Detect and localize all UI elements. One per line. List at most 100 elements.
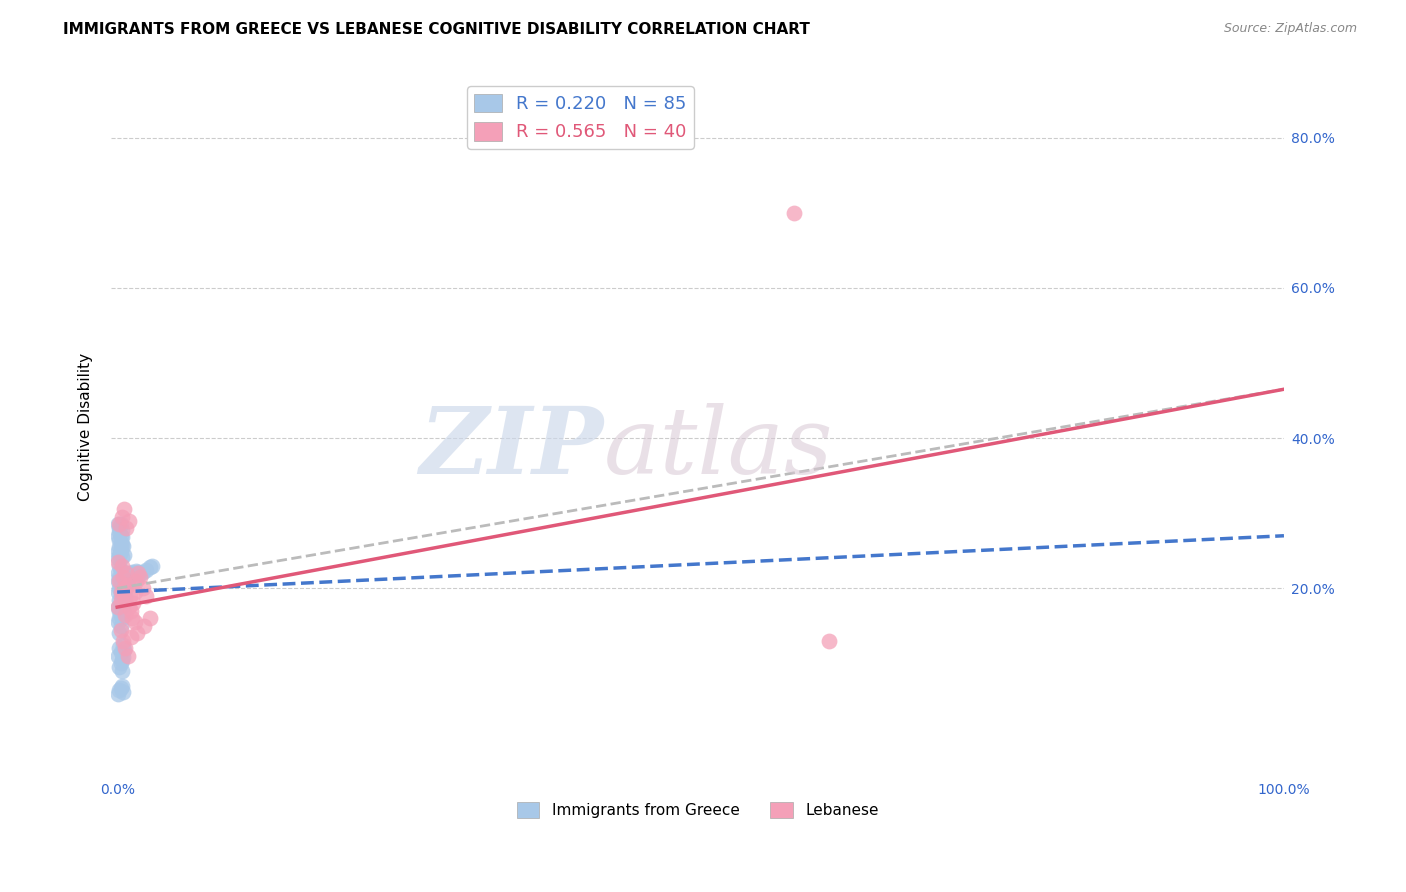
Point	[120, 604, 142, 618]
Point	[122, 596, 145, 610]
Point	[132, 565, 155, 579]
Point	[124, 615, 146, 629]
Point	[111, 653, 134, 667]
Point	[110, 645, 132, 659]
Point	[111, 585, 134, 599]
Point	[107, 600, 129, 615]
Point	[107, 585, 129, 599]
Point	[112, 582, 135, 596]
Point	[111, 538, 134, 552]
Point	[118, 600, 141, 615]
Point	[111, 589, 134, 603]
Point	[135, 589, 157, 603]
Point	[114, 607, 136, 622]
Point	[110, 563, 132, 577]
Point	[110, 657, 132, 671]
Point	[112, 643, 135, 657]
Point	[108, 521, 131, 535]
Point	[114, 577, 136, 591]
Point	[111, 611, 134, 625]
Point	[111, 510, 134, 524]
Point	[111, 530, 134, 544]
Point	[818, 634, 841, 648]
Point	[111, 604, 134, 618]
Point	[111, 600, 134, 615]
Point	[117, 574, 139, 588]
Point	[111, 570, 134, 584]
Point	[110, 585, 132, 599]
Point	[108, 604, 131, 618]
Point	[112, 549, 135, 563]
Point	[107, 574, 129, 588]
Point	[112, 502, 135, 516]
Text: atlas: atlas	[603, 403, 834, 492]
Point	[108, 626, 131, 640]
Point	[139, 611, 162, 625]
Point	[111, 577, 134, 591]
Point	[124, 585, 146, 599]
Point	[125, 566, 148, 581]
Point	[111, 679, 134, 693]
Point	[114, 589, 136, 603]
Point	[110, 623, 132, 637]
Point	[107, 529, 129, 543]
Point	[118, 566, 141, 581]
Point	[107, 543, 129, 558]
Point	[118, 589, 141, 603]
Point	[110, 607, 132, 622]
Point	[107, 555, 129, 569]
Point	[110, 592, 132, 607]
Point	[114, 592, 136, 607]
Point	[108, 533, 131, 547]
Point	[111, 685, 134, 699]
Point	[118, 514, 141, 528]
Point	[111, 570, 134, 584]
Point	[129, 566, 152, 581]
Point	[120, 630, 142, 644]
Legend: Immigrants from Greece, Lebanese: Immigrants from Greece, Lebanese	[510, 797, 884, 824]
Point	[110, 536, 132, 550]
Point	[118, 570, 141, 584]
Point	[108, 524, 131, 539]
Point	[108, 682, 131, 697]
Point	[112, 596, 135, 610]
Point	[110, 596, 132, 610]
Point	[110, 529, 132, 543]
Point	[108, 592, 131, 607]
Point	[111, 558, 134, 573]
Point	[107, 615, 129, 629]
Point	[107, 648, 129, 663]
Point	[111, 523, 134, 537]
Point	[108, 582, 131, 596]
Point	[108, 660, 131, 674]
Point	[110, 619, 132, 633]
Point	[125, 626, 148, 640]
Point	[111, 664, 134, 678]
Point	[111, 539, 134, 553]
Point	[125, 574, 148, 588]
Point	[129, 570, 152, 584]
Point	[120, 567, 142, 582]
Point	[107, 517, 129, 532]
Point	[111, 634, 134, 648]
Point	[115, 521, 138, 535]
Point	[127, 566, 149, 581]
Point	[132, 582, 155, 596]
Point	[115, 582, 138, 596]
Point	[125, 564, 148, 578]
Point	[114, 641, 136, 656]
Point	[110, 517, 132, 532]
Point	[115, 570, 138, 584]
Text: ZIP: ZIP	[419, 403, 603, 492]
Point	[112, 574, 135, 588]
Text: IMMIGRANTS FROM GREECE VS LEBANESE COGNITIVE DISABILITY CORRELATION CHART: IMMIGRANTS FROM GREECE VS LEBANESE COGNI…	[63, 22, 810, 37]
Text: Source: ZipAtlas.com: Source: ZipAtlas.com	[1223, 22, 1357, 36]
Point	[139, 560, 162, 574]
Point	[110, 681, 132, 695]
Point	[111, 592, 134, 607]
Point	[124, 566, 146, 580]
Point	[112, 585, 135, 599]
Point	[110, 585, 132, 599]
Point	[107, 551, 129, 566]
Point	[107, 600, 129, 615]
